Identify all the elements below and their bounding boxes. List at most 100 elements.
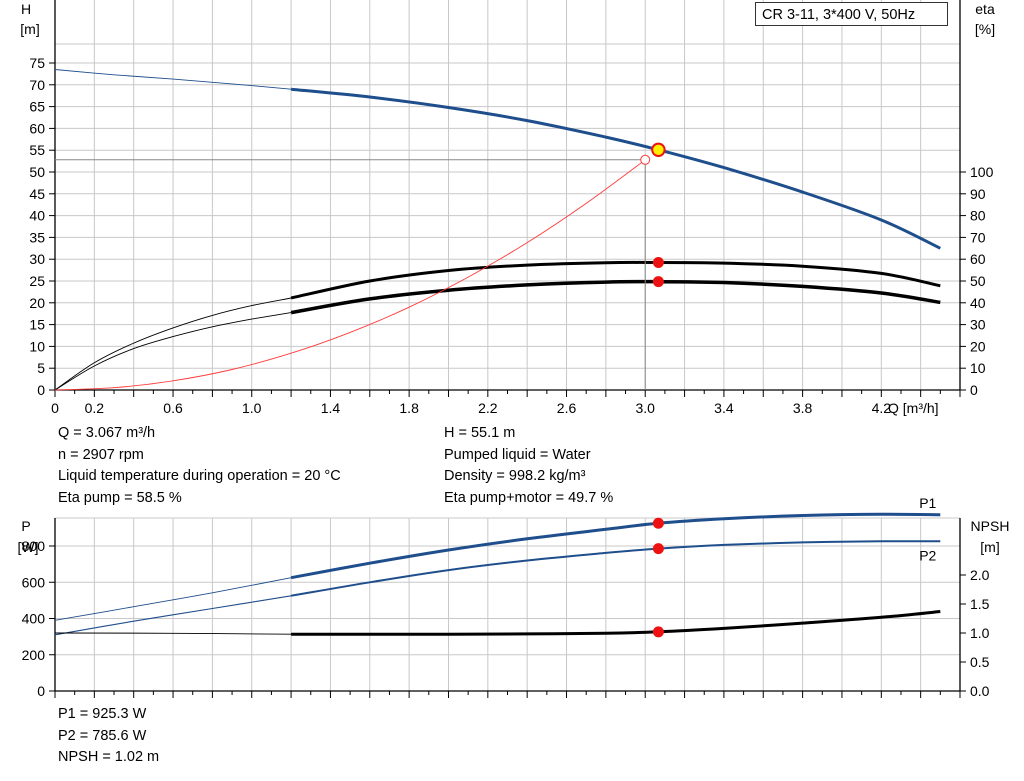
y-left-tick-label: 40 [29, 208, 45, 224]
x-tick-label: 4.2 [872, 400, 892, 416]
x-tick-label: 0.2 [85, 400, 105, 416]
y-left-tick-label: 30 [29, 251, 45, 267]
curve-extrapolated-line [54, 69, 292, 90]
y-right-tick-label: 20 [970, 338, 986, 354]
y-left-tick-label: 55 [29, 142, 45, 158]
y-left-tick-label: 25 [29, 273, 45, 289]
operating-point-marker [652, 517, 664, 529]
y-left-tick-label: 75 [29, 55, 45, 71]
y-right-tick-label: 30 [970, 317, 986, 333]
readout-eta-pump-motor: Eta pump+motor = 49.7 % [444, 489, 614, 506]
y-left-tick-label: 200 [22, 647, 46, 663]
series-label: P1 [919, 495, 936, 511]
x-tick-label: 0 [51, 400, 59, 416]
series-3 [54, 159, 646, 391]
y-left-tick-label: 35 [29, 229, 45, 245]
y-left-tick-label: 800 [22, 538, 46, 554]
y-right-tick-label: 0.5 [970, 654, 990, 670]
readout-speed: n = 2907 rpm [58, 446, 144, 463]
x-tick-label: 3.8 [793, 400, 813, 416]
y-left-tick-label: 45 [29, 186, 45, 202]
readout-p1: P1 = 925.3 W [58, 706, 147, 722]
curve-extrapolated-line [54, 632, 292, 635]
curve-extrapolated-line [54, 577, 292, 621]
series-p1: P1 [54, 495, 941, 621]
y-right-tick-label: 60 [970, 251, 986, 267]
y-left-axis-title: H [21, 1, 31, 17]
operating-point-marker [652, 256, 664, 268]
readout-npsh: NPSH = 1.02 m [58, 749, 160, 765]
x-axis-title: Q [m³/h] [888, 400, 939, 416]
y-left-tick-label: 15 [29, 317, 45, 333]
y-right-tick-label: 10 [970, 360, 986, 376]
curve-operating-line [290, 87, 941, 250]
y-left-axis-title: P [21, 518, 30, 534]
readout-eta-pump: Eta pump = 58.5 % [58, 489, 182, 506]
readout-bottom: P1 = 925.3 W P2 = 785.6 W NPSH = 1.02 m [58, 704, 159, 769]
curve-extrapolated-line [54, 312, 292, 391]
y-right-tick-label: 1.5 [970, 596, 990, 612]
y-left-tick-label: 50 [29, 164, 45, 180]
readout-flow: Q = 3.067 m³/h [58, 425, 156, 441]
duty-point-marker [651, 142, 666, 157]
readout-liquid-temp: Liquid temperature during operation = 20… [58, 468, 341, 484]
y-right-tick-label: 2.0 [970, 567, 990, 583]
readout-head: H = 55.1 m [444, 425, 516, 441]
curve-operating-line [290, 279, 941, 315]
y-right-axis-title: eta [975, 1, 995, 17]
power-npsh-panel: 0 200 400 600 800 0.0 0.5 1.0 1.5 2.0 P [W] NPSH [m] P… [18, 495, 1010, 699]
y-right-tick-label: 70 [970, 229, 986, 245]
head-efficiency-panel: 0 5 10 15 20 25 30 35 40 45 50 55 60 65 70 75 0 10 20 30 40 5… [20, 0, 995, 416]
y-left-tick-label: 70 [29, 77, 45, 93]
readout-top-left: Q = 3.067 m³/h n = 2907 rpm Liquid tempe… [58, 423, 341, 509]
y-left-tick-label: 60 [29, 120, 45, 136]
series-2 [54, 610, 941, 636]
readout-top-right: H = 55.1 m Pumped liquid = Water Density… [444, 423, 613, 509]
y-left-tick-label: 0 [37, 382, 45, 398]
y-left-tick-label: 20 [29, 295, 45, 311]
y-right-axis-unit: [m] [980, 539, 999, 555]
y-left-tick-label: 0 [37, 683, 45, 699]
series-p2: P2 [54, 540, 941, 636]
curve-extrapolated-line [54, 595, 292, 636]
x-tick-label: 2.6 [557, 400, 577, 416]
curve-operating-line [290, 260, 941, 300]
chart-title: CR 3-11, 3*400 V, 50Hz [755, 2, 948, 26]
readout-p2: P2 = 785.6 W [58, 727, 147, 744]
series-2 [54, 279, 941, 391]
operating-point-marker [652, 626, 664, 638]
grid [55, 517, 961, 691]
y-left-tick-label: 10 [29, 338, 45, 354]
system-curve-line [54, 159, 646, 391]
curve-operating-line [291, 610, 941, 636]
y-right-tick-label: 40 [970, 295, 986, 311]
readout-pumped-liquid: Pumped liquid = Water [444, 446, 591, 463]
x-tick-label: 1.0 [242, 400, 262, 416]
y-right-tick-label: 0.0 [970, 683, 990, 699]
y-right-tick-label: 0 [970, 382, 978, 398]
y-right-tick-label: 100 [970, 164, 994, 180]
x-tick-label: 0.6 [163, 400, 183, 416]
series-label: P2 [919, 547, 936, 563]
x-tick-label: 3.0 [635, 400, 655, 416]
x-tick-label: 3.4 [714, 400, 734, 416]
x-tick-label: 1.4 [321, 400, 341, 416]
y-left-tick-label: 400 [22, 611, 46, 627]
operating-point-marker [652, 276, 664, 288]
y-right-tick-label: 90 [970, 186, 986, 202]
reference-point-marker [640, 154, 651, 165]
curve-operating-line [290, 540, 941, 597]
y-left-tick-label: 65 [29, 99, 45, 115]
series-1 [54, 260, 941, 391]
readout-density: Density = 998.2 kg/m³ [444, 468, 586, 484]
y-right-tick-label: 80 [970, 208, 986, 224]
y-left-axis-unit: [W] [18, 539, 39, 555]
curve-extrapolated-line [54, 297, 292, 391]
operating-point-marker [652, 543, 664, 555]
y-left-tick-label: 5 [37, 360, 45, 376]
x-tick-label: 2.2 [478, 400, 498, 416]
series-0 [54, 69, 941, 250]
y-left-tick-label: 600 [22, 574, 46, 590]
y-right-axis-title: NPSH [971, 518, 1010, 534]
